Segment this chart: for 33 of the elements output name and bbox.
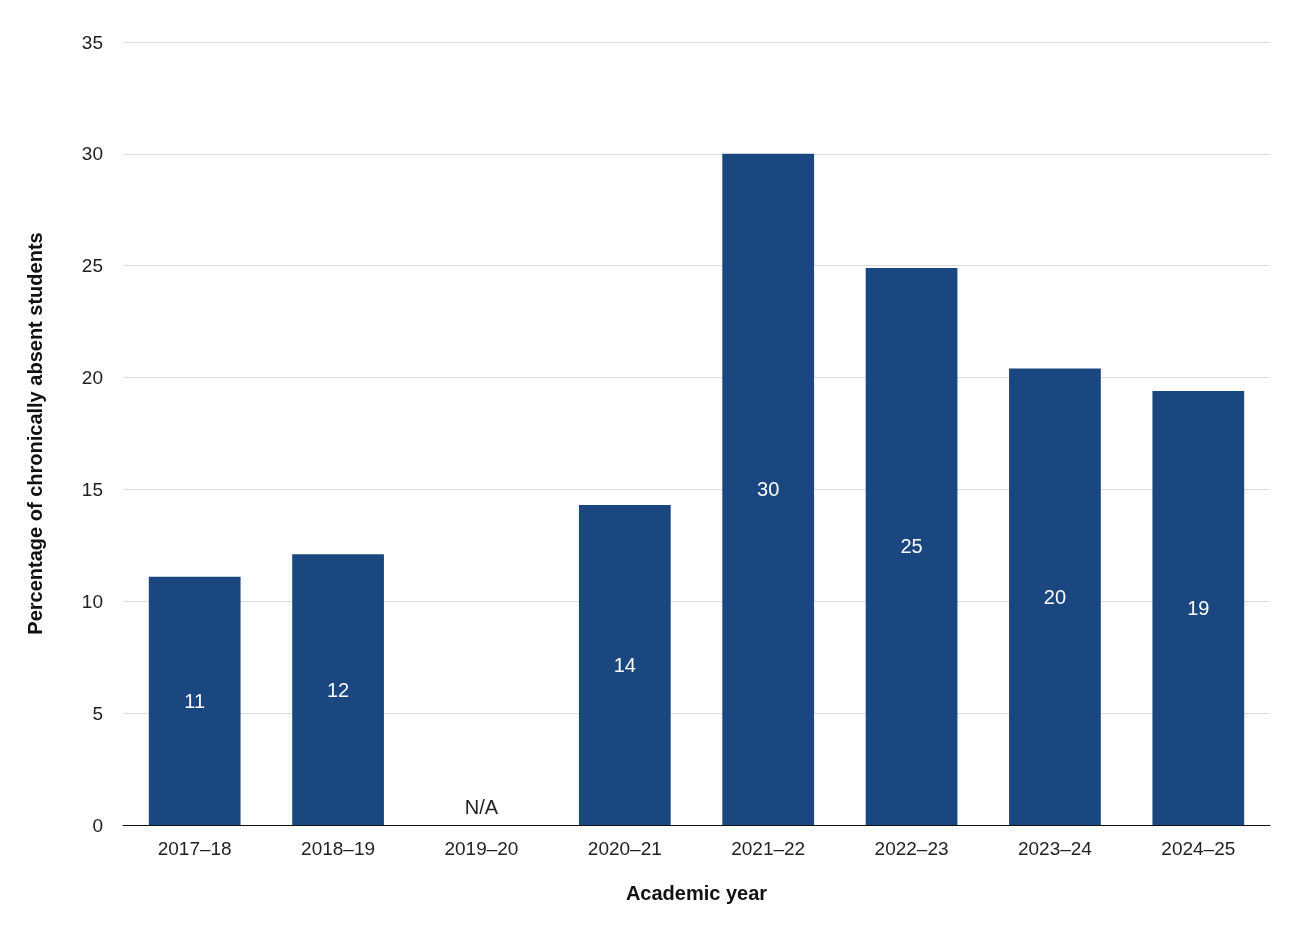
y-tick-label: 35 xyxy=(81,31,103,53)
data-label: 14 xyxy=(613,654,636,677)
y-tick-label: 0 xyxy=(92,814,103,836)
bar xyxy=(722,153,815,825)
y-tick-label: 10 xyxy=(81,590,103,612)
y-tick-label: 30 xyxy=(81,143,103,165)
x-tick-label: 2019–20 xyxy=(444,838,519,859)
x-tick-label: 2017–18 xyxy=(157,838,232,859)
x-tick-label: 2022–23 xyxy=(874,838,949,859)
bar xyxy=(1009,368,1101,825)
bar xyxy=(292,554,384,825)
y-tick-label: 20 xyxy=(81,367,103,389)
bar xyxy=(865,267,958,825)
data-label: 30 xyxy=(757,478,780,501)
x-tick-label: 2023–24 xyxy=(1017,838,1093,859)
bar xyxy=(578,505,671,825)
text: N/A xyxy=(464,796,499,818)
bar xyxy=(1152,390,1245,825)
x-tick-label: 2021–22 xyxy=(731,838,806,859)
data-label: 25 xyxy=(900,535,923,558)
x-tick-label: 2020–21 xyxy=(587,838,662,859)
y-axis-title: Percentage of chronically absent students xyxy=(24,232,46,635)
bar xyxy=(148,576,241,825)
x-tick-label: 2024–25 xyxy=(1161,838,1236,859)
x-tick-label: 2018–19 xyxy=(301,838,376,859)
data-label: 20 xyxy=(1043,585,1067,608)
y-tick-label: 5 xyxy=(92,702,103,724)
y-tick-label: 25 xyxy=(81,255,103,277)
x-axis-title: Academic year xyxy=(625,882,768,904)
data-label: 19 xyxy=(1187,597,1210,619)
y-tick-label: 15 xyxy=(81,478,103,500)
data-label: 11 xyxy=(184,689,206,712)
data-label: 12 xyxy=(326,678,350,701)
